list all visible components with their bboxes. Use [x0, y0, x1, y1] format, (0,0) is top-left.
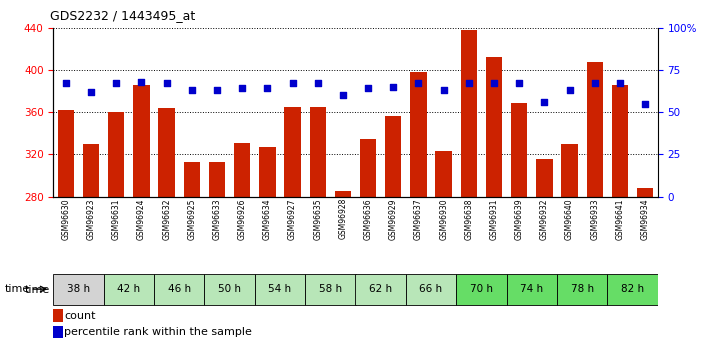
- Text: 62 h: 62 h: [369, 284, 392, 294]
- Bar: [104, 274, 154, 305]
- Point: [438, 87, 449, 93]
- Point: [237, 86, 248, 91]
- Point: [614, 81, 626, 86]
- Bar: [335, 191, 351, 197]
- Point: [413, 81, 424, 86]
- Bar: [53, 309, 63, 322]
- Text: 46 h: 46 h: [168, 284, 191, 294]
- Text: 82 h: 82 h: [621, 284, 644, 294]
- Text: time: time: [5, 284, 31, 294]
- Bar: [461, 30, 477, 197]
- Bar: [562, 144, 578, 197]
- Point: [387, 84, 399, 89]
- Point: [513, 81, 525, 86]
- Bar: [209, 162, 225, 197]
- Bar: [58, 110, 74, 197]
- Bar: [637, 188, 653, 197]
- Bar: [486, 57, 502, 197]
- Point: [211, 87, 223, 93]
- Bar: [183, 162, 200, 197]
- Text: GDS2232 / 1443495_at: GDS2232 / 1443495_at: [50, 9, 196, 22]
- Bar: [305, 274, 356, 305]
- Text: 42 h: 42 h: [117, 284, 141, 294]
- Bar: [205, 274, 255, 305]
- Text: 50 h: 50 h: [218, 284, 241, 294]
- Point: [363, 86, 374, 91]
- Bar: [557, 274, 607, 305]
- Bar: [410, 72, 427, 197]
- Point: [639, 101, 651, 106]
- Bar: [456, 274, 506, 305]
- Bar: [284, 107, 301, 197]
- Bar: [53, 326, 63, 338]
- Text: time: time: [24, 285, 50, 295]
- Point: [111, 81, 122, 86]
- Text: 78 h: 78 h: [570, 284, 594, 294]
- Point: [589, 81, 600, 86]
- Point: [463, 81, 474, 86]
- Bar: [536, 159, 552, 197]
- Text: count: count: [64, 311, 95, 321]
- Bar: [511, 102, 528, 197]
- Text: 70 h: 70 h: [470, 284, 493, 294]
- Bar: [83, 144, 100, 197]
- Bar: [309, 107, 326, 197]
- Point: [564, 87, 575, 93]
- Bar: [159, 108, 175, 197]
- Point: [287, 81, 298, 86]
- Bar: [360, 139, 376, 197]
- Point: [312, 81, 324, 86]
- Bar: [255, 274, 305, 305]
- Bar: [234, 143, 250, 197]
- Text: 66 h: 66 h: [419, 284, 443, 294]
- Bar: [154, 274, 205, 305]
- Bar: [133, 85, 149, 197]
- Text: 54 h: 54 h: [268, 284, 292, 294]
- Bar: [435, 151, 451, 197]
- Bar: [260, 147, 276, 197]
- Point: [85, 89, 97, 95]
- Point: [186, 87, 198, 93]
- Bar: [385, 116, 402, 197]
- Point: [60, 81, 72, 86]
- Point: [488, 81, 500, 86]
- Text: 74 h: 74 h: [520, 284, 543, 294]
- Text: 58 h: 58 h: [319, 284, 342, 294]
- Bar: [356, 274, 406, 305]
- Text: 38 h: 38 h: [67, 284, 90, 294]
- Text: percentile rank within the sample: percentile rank within the sample: [64, 327, 252, 337]
- Bar: [587, 62, 603, 197]
- Point: [539, 99, 550, 105]
- Bar: [53, 274, 104, 305]
- Bar: [607, 274, 658, 305]
- Point: [136, 79, 147, 85]
- Point: [262, 86, 273, 91]
- Bar: [506, 274, 557, 305]
- Bar: [406, 274, 456, 305]
- Bar: [611, 85, 628, 197]
- Point: [161, 81, 172, 86]
- Bar: [108, 112, 124, 197]
- Point: [337, 92, 348, 98]
